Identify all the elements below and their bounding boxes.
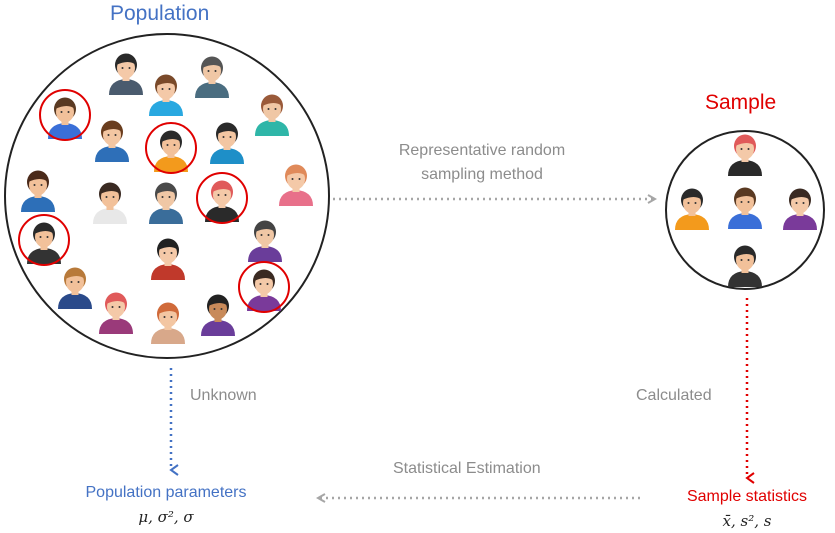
- selected-ring-icon: [39, 89, 91, 141]
- person-body-icon: [195, 82, 229, 98]
- sample-person-3: [783, 188, 817, 230]
- population-person-3: [195, 56, 229, 98]
- person-body-icon: [151, 264, 185, 280]
- sample-person-4: [728, 245, 762, 287]
- person-body-icon: [201, 320, 235, 336]
- population-person-14: [248, 220, 282, 262]
- population-person-13: [18, 214, 70, 266]
- calculated-label: Calculated: [636, 387, 712, 404]
- person-body-icon: [109, 79, 143, 95]
- person-body-icon: [248, 246, 282, 262]
- sample-title: Sample: [705, 91, 777, 114]
- person-body-icon: [27, 248, 61, 264]
- sampling-label-line2: sampling method: [421, 166, 543, 183]
- population-parameters-label: Population parameters: [85, 484, 247, 501]
- sample-statistics-symbols: x̄, s², s: [722, 512, 772, 530]
- population-person-9: [21, 170, 55, 212]
- selected-ring-icon: [18, 214, 70, 266]
- person-body-icon: [151, 328, 185, 344]
- population-people: [18, 53, 313, 344]
- population-person-20: [238, 261, 290, 313]
- person-body-icon: [255, 120, 289, 136]
- person-body-icon: [728, 160, 762, 176]
- population-person-4: [255, 94, 289, 136]
- person-body-icon: [99, 318, 133, 334]
- estimation-label: Statistical Estimation: [393, 460, 541, 477]
- population-person-11: [149, 182, 183, 224]
- sample-person-2: [728, 187, 762, 229]
- person-body-icon: [95, 146, 129, 162]
- person-body-icon: [93, 208, 127, 224]
- population-person-19: [201, 294, 235, 336]
- person-body-icon: [247, 295, 281, 311]
- unknown-label: Unknown: [190, 387, 257, 404]
- population-person-2: [149, 74, 183, 116]
- population-person-18: [151, 302, 185, 344]
- selected-ring-icon: [196, 172, 248, 224]
- person-body-icon: [675, 214, 709, 230]
- person-body-icon: [58, 293, 92, 309]
- population-person-17: [99, 292, 133, 334]
- sampling-method-label: Representative random sampling method: [380, 139, 584, 187]
- population-person-5: [95, 120, 129, 162]
- population-title: Population: [110, 2, 210, 25]
- person-body-icon: [210, 148, 244, 164]
- person-body-icon: [48, 123, 82, 139]
- sampling-label-line1: Representative random: [398, 142, 566, 159]
- person-body-icon: [728, 271, 762, 287]
- population-person-6: [145, 122, 197, 174]
- selected-ring-icon: [145, 122, 197, 174]
- population-person-12: [196, 172, 248, 224]
- population-person-8: [279, 164, 313, 206]
- population-parameters-symbols: μ, σ², σ: [138, 508, 194, 526]
- population-person-1: [109, 53, 143, 95]
- person-body-icon: [205, 206, 239, 222]
- sample-person-0: [728, 134, 762, 176]
- person-body-icon: [149, 100, 183, 116]
- sample-statistics-label: Sample statistics: [686, 488, 808, 505]
- population-person-0: [39, 89, 91, 141]
- person-body-icon: [21, 196, 55, 212]
- sample-people: [675, 134, 817, 287]
- population-person-7: [210, 122, 244, 164]
- person-body-icon: [279, 190, 313, 206]
- selected-ring-icon: [238, 261, 290, 313]
- person-body-icon: [154, 156, 188, 172]
- population-person-15: [151, 238, 185, 280]
- person-body-icon: [728, 213, 762, 229]
- person-body-icon: [149, 208, 183, 224]
- population-person-10: [93, 182, 127, 224]
- sample-person-1: [675, 188, 709, 230]
- population-person-16: [58, 267, 92, 309]
- person-body-icon: [783, 214, 817, 230]
